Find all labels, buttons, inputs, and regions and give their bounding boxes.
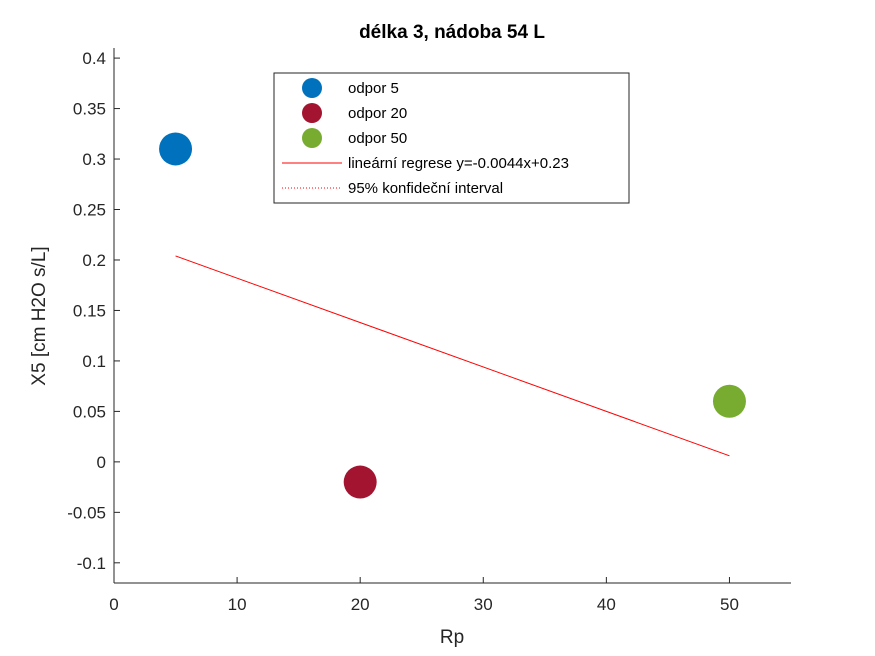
data-point (712, 384, 746, 418)
y-tick-label: 0 (97, 453, 106, 472)
legend-marker (302, 103, 322, 123)
x-tick-label: 50 (720, 595, 739, 614)
x-axis-label: Rp (440, 627, 464, 648)
y-tick-label: -0.1 (77, 554, 106, 573)
legend-label: 95% konfideční interval (348, 180, 503, 197)
y-tick-label: -0.05 (67, 503, 106, 522)
legend-marker (302, 78, 322, 98)
y-tick-label: 0.4 (82, 49, 106, 68)
axes: 0 10 20 30 40 50 -0.1 -0.05 0 0.05 0.1 0.15 0.2 0.25 0… (67, 48, 791, 614)
y-tick-label: 0.25 (73, 201, 106, 220)
legend-label: odpor 5 (348, 80, 399, 97)
chart-title: délka 3, nádoba 54 L (359, 22, 545, 43)
y-tick-label: 0.1 (82, 352, 106, 371)
y-tick-label: 0.35 (73, 100, 106, 119)
legend-label: odpor 50 (348, 130, 407, 147)
y-axis-label: X5 [cm H2O s/L] (29, 246, 50, 385)
legend: odpor 5 odpor 20 odpor 50 lineární regrese … (273, 72, 630, 204)
data-point (159, 132, 193, 166)
y-tick-label: 0.3 (82, 150, 106, 169)
data-marks (159, 132, 746, 499)
x-tick-label: 40 (597, 595, 616, 614)
x-tick-label: 0 (109, 595, 118, 614)
y-tick-label: 0.05 (73, 402, 106, 421)
legend-marker (302, 128, 322, 148)
x-tick-label: 20 (351, 595, 370, 614)
legend-label: odpor 20 (348, 105, 407, 122)
regression-line (175, 255, 730, 457)
x-tick-label: 10 (228, 595, 247, 614)
legend-box (273, 72, 630, 204)
y-tick-label: 0.15 (73, 301, 106, 320)
x-tick-label: 30 (474, 595, 493, 614)
data-point (343, 465, 377, 499)
y-tick-label: 0.2 (82, 251, 106, 270)
legend-label: lineární regrese y=-0.0044x+0.23 (348, 155, 569, 172)
